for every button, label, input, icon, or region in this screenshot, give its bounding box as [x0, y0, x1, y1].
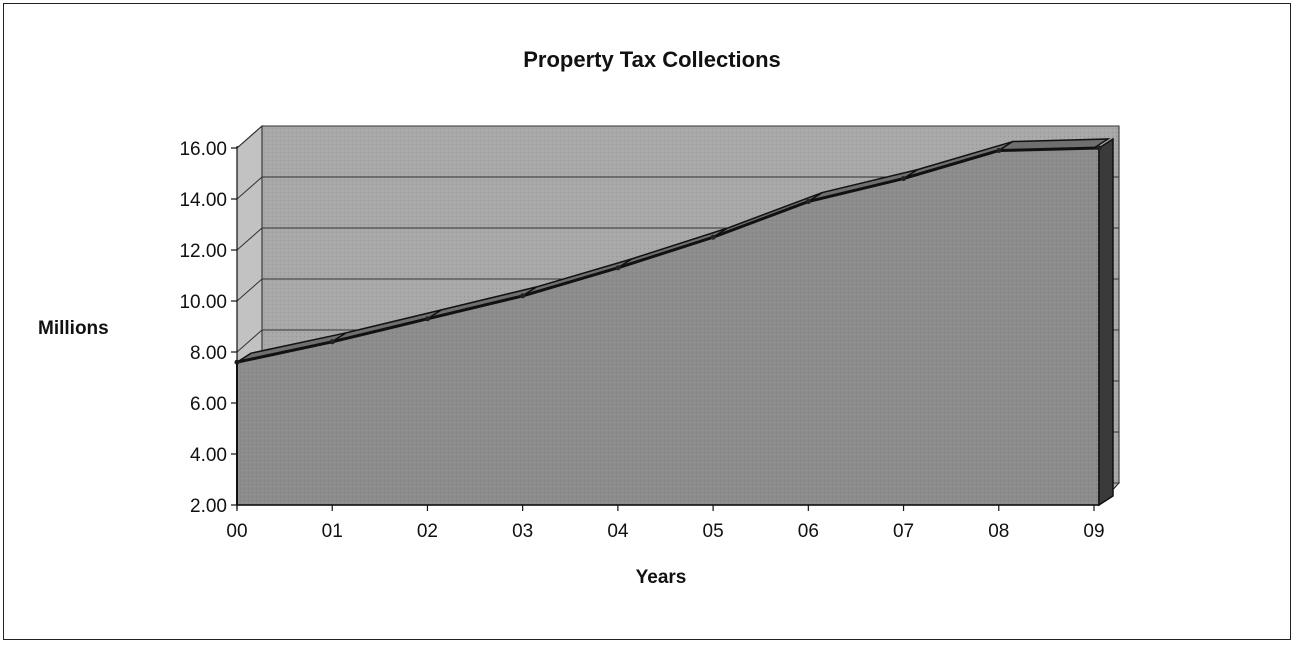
- gridline-side: [236, 329, 263, 353]
- y-axis-title: Millions: [38, 318, 109, 339]
- x-tick-label: 07: [893, 521, 914, 542]
- x-tick-label: 08: [988, 521, 1009, 542]
- y-tick-label: 14.00: [179, 190, 227, 211]
- chart-frame: 2.00 4.00 6.00 8.00 10.00 12.00 14.00 16.00 00 0…: [3, 3, 1291, 640]
- area-series: [234, 137, 1114, 507]
- y-tick-label: 4.00: [190, 445, 227, 466]
- data-point-07: [901, 176, 907, 182]
- gridline-side: [236, 278, 263, 302]
- chart-title: Property Tax Collections: [523, 47, 781, 72]
- x-tick-label: 06: [798, 521, 819, 542]
- data-point-06: [805, 199, 811, 205]
- x-tick-label: 05: [703, 521, 724, 542]
- data-point-01: [329, 339, 335, 345]
- y-tick-label: 8.00: [190, 343, 227, 364]
- x-tick-label: 02: [417, 521, 438, 542]
- data-point-03: [520, 293, 526, 299]
- area-series-line: [236, 146, 1100, 364]
- data-point-08: [996, 148, 1002, 154]
- x-tick-label: 04: [607, 521, 629, 542]
- x-tick-label: 01: [322, 521, 343, 542]
- x-axis-title: Years: [636, 567, 687, 588]
- y-tick-label: 2.00: [190, 496, 227, 517]
- x-tick-label: 09: [1083, 521, 1104, 542]
- data-point-05: [710, 234, 716, 240]
- y-tick-label: 12.00: [179, 241, 227, 262]
- area-side-face: [1098, 137, 1114, 507]
- data-point-04: [615, 265, 621, 271]
- axes: [231, 146, 1099, 511]
- gridline-side: [236, 176, 263, 200]
- data-point-09: [1096, 145, 1102, 151]
- y-tick-label: 10.00: [179, 292, 227, 313]
- gridline-side: [236, 125, 263, 149]
- x-tick-label: 03: [512, 521, 533, 542]
- y-tick-labels: 2.00 4.00 6.00 8.00 10.00 12.00 14.00 16.00: [179, 139, 227, 517]
- area-front-texture: [237, 148, 1099, 505]
- x-tick-labels: 00 01 02 03 04 05 06 07 08 09: [226, 521, 1104, 542]
- data-point-02: [424, 316, 430, 322]
- gridline-side: [236, 227, 263, 251]
- y-tick-label: 16.00: [179, 139, 227, 160]
- x-tick-label: 00: [226, 521, 247, 542]
- y-tick-label: 6.00: [190, 394, 227, 415]
